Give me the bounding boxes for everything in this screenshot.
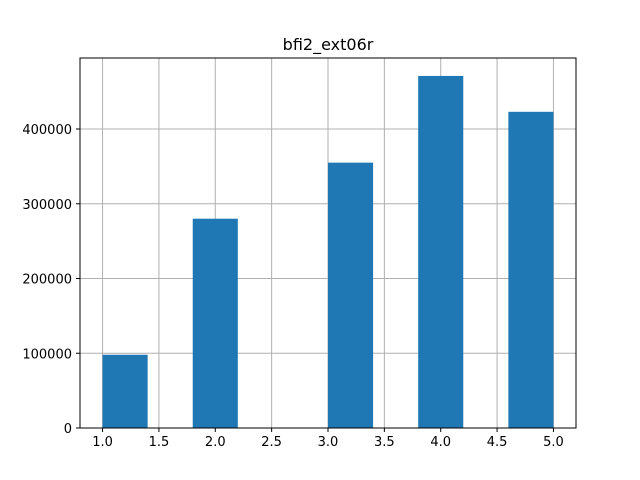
x-tick-label: 3.0 [318,435,339,450]
chart-title: bfi2_ext06r [283,35,374,55]
x-tick-label: 4.0 [430,435,451,450]
y-tick-label: 200000 [22,273,72,288]
y-tick-label: 0 [64,422,72,437]
x-tick-label: 4.5 [487,435,508,450]
histogram-bar [192,218,238,428]
y-tick-label: 400000 [22,123,72,138]
x-tick-label: 1.5 [149,435,170,450]
histogram-bar [102,354,148,428]
histogram-bar [418,75,464,428]
histogram-bar [508,111,554,429]
x-tick-label: 2.0 [205,435,226,450]
y-tick-label: 100000 [22,347,72,362]
x-axis: 1.0 1.5 2.0 2.5 3.0 3.5 4.0 4.5 5.0 [92,428,564,450]
x-tick-label: 5.0 [543,435,564,450]
x-tick-label: 2.5 [261,435,282,450]
y-axis: 0 100000 200000 300000 400000 [22,123,80,437]
y-tick-label: 300000 [22,198,72,213]
x-tick-label: 1.0 [92,435,113,450]
bars [102,75,554,429]
x-tick-label: 3.5 [374,435,395,450]
histogram-bar [328,162,374,428]
